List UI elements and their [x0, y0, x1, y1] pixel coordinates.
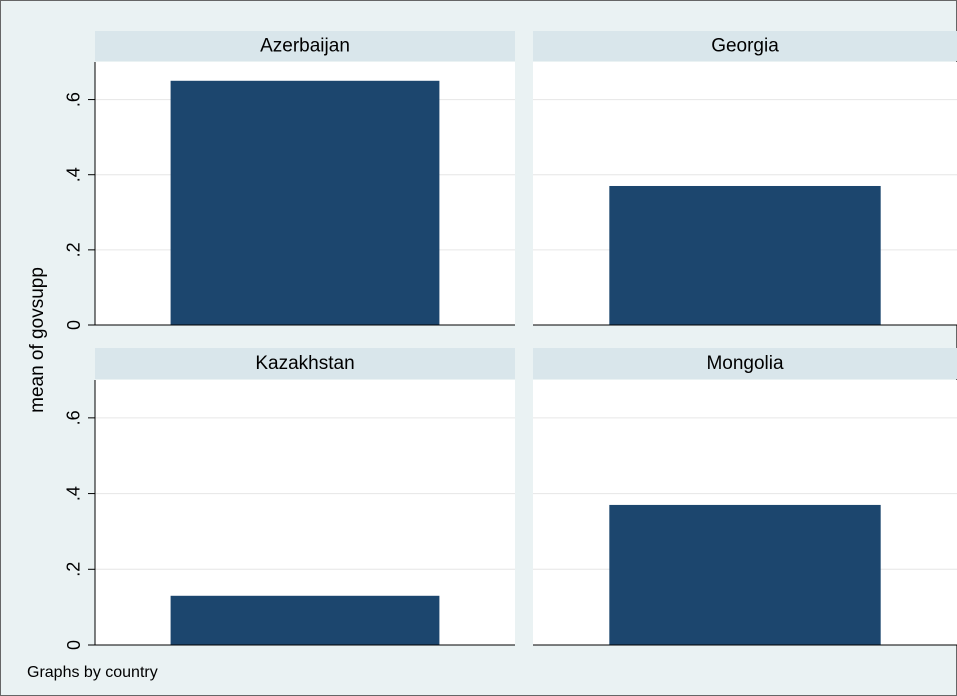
bar	[170, 80, 440, 326]
panel-header	[533, 31, 957, 61]
panel-header	[95, 31, 515, 61]
panel-title: Azerbaijan	[260, 36, 350, 57]
y-tick-label: 0	[64, 320, 84, 330]
bar	[170, 595, 440, 645]
bar	[609, 185, 881, 325]
y-tick-label: 0	[64, 640, 84, 650]
bar	[609, 504, 881, 645]
y-tick-label: .2	[64, 562, 84, 577]
panel-title: Kazakhstan	[255, 353, 354, 374]
y-tick-label: .6	[64, 92, 84, 107]
y-axis-label: mean of govsupp	[27, 267, 48, 413]
y-tick-label: .4	[64, 486, 84, 501]
panel-header	[533, 348, 957, 379]
y-tick-label: .4	[64, 167, 84, 182]
panel-title: Georgia	[711, 36, 779, 57]
y-tick-label: .6	[64, 410, 84, 425]
panel-title: Mongolia	[706, 353, 784, 374]
y-tick-label: .2	[64, 242, 84, 257]
panel-header	[95, 348, 515, 379]
note: Graphs by country	[27, 664, 158, 681]
